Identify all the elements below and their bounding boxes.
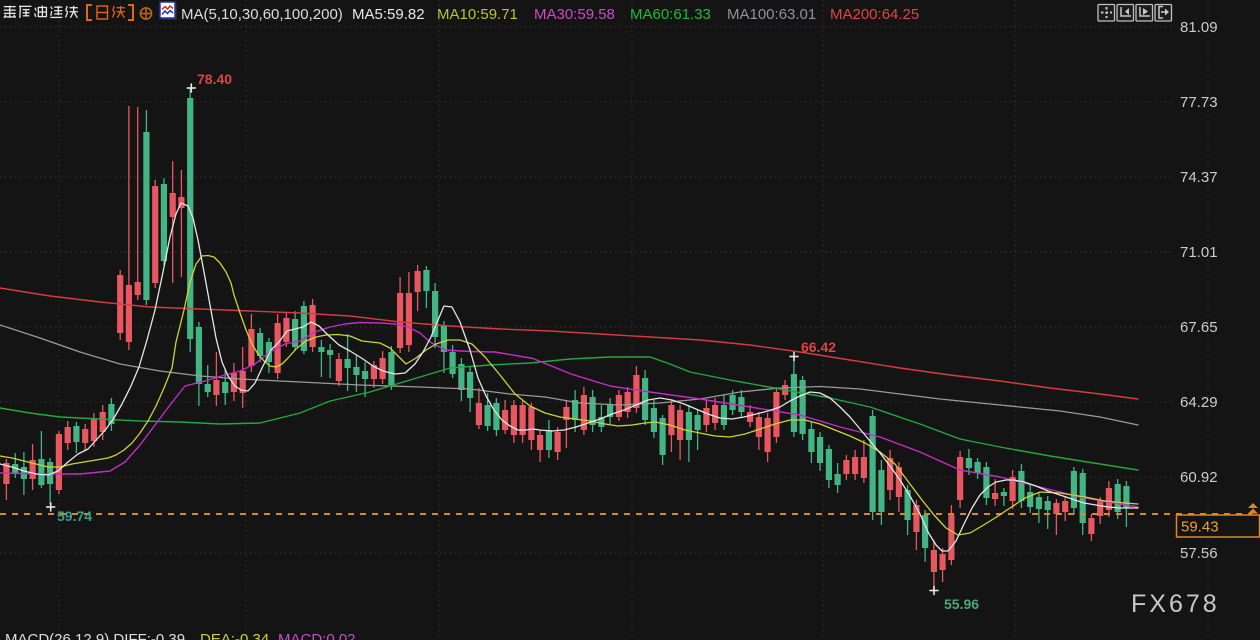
svg-text:DEA:-0.34: DEA:-0.34 xyxy=(200,631,269,640)
svg-text:MA200:64.25: MA200:64.25 xyxy=(830,6,919,23)
svg-text:64.29: 64.29 xyxy=(1180,394,1218,411)
svg-text:FX678: FX678 xyxy=(1131,590,1220,618)
svg-text:60.92: 60.92 xyxy=(1180,469,1218,486)
svg-text:MA10:59.71: MA10:59.71 xyxy=(437,6,518,23)
svg-text:MA5:59.82: MA5:59.82 xyxy=(352,6,425,23)
svg-text:66.42: 66.42 xyxy=(801,339,836,355)
svg-text:MACD:0.02: MACD:0.02 xyxy=(278,631,356,640)
svg-text:77.73: 77.73 xyxy=(1180,94,1218,111)
svg-text:71.01: 71.01 xyxy=(1180,244,1218,261)
svg-text:MACD(26,12,9) DIFF:-0.39: MACD(26,12,9) DIFF:-0.39 xyxy=(5,631,185,640)
svg-text:MA(5,10,30,60,100,200): MA(5,10,30,60,100,200) xyxy=(181,6,343,23)
svg-text:67.65: 67.65 xyxy=(1180,319,1218,336)
svg-text:MA100:63.01: MA100:63.01 xyxy=(727,6,816,23)
svg-text:MA60:61.33: MA60:61.33 xyxy=(630,6,711,23)
svg-text:81.09: 81.09 xyxy=(1180,19,1218,36)
svg-text:55.96: 55.96 xyxy=(944,596,979,612)
svg-text:59.74: 59.74 xyxy=(57,508,92,524)
svg-text:74.37: 74.37 xyxy=(1180,169,1218,186)
svg-text:59.43: 59.43 xyxy=(1181,519,1219,536)
svg-text:57.56: 57.56 xyxy=(1180,545,1218,562)
svg-text:78.40: 78.40 xyxy=(197,71,232,87)
svg-text:MA30:59.58: MA30:59.58 xyxy=(534,6,615,23)
